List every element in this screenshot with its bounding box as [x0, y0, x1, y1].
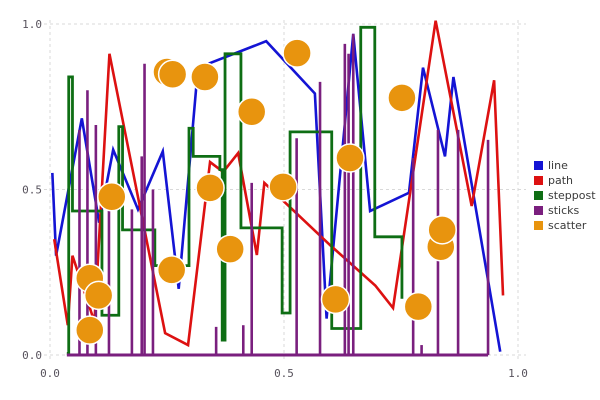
- scatter-point: [320, 284, 351, 315]
- y-axis-tick-label: 1.0: [22, 18, 42, 31]
- scatter-point: [282, 38, 312, 68]
- scatter-point: [236, 96, 267, 127]
- legend-item-sticks: sticks: [534, 205, 596, 216]
- scatter-point: [190, 62, 220, 92]
- scatter-point: [268, 172, 298, 202]
- x-axis-tick-label: 1.0: [508, 367, 528, 380]
- legend-label: steppost: [548, 189, 596, 202]
- scatter-point: [215, 234, 245, 264]
- legend: line path steppost sticks scatter: [534, 160, 596, 231]
- legend-swatch-steppost: [534, 191, 543, 200]
- legend-swatch-path: [534, 176, 543, 185]
- legend-label: scatter: [548, 219, 587, 232]
- scatter-point: [427, 215, 457, 245]
- scatter-point: [83, 280, 114, 311]
- legend-swatch-scatter: [534, 221, 543, 230]
- y-axis-tick-label: 0.5: [22, 184, 42, 197]
- legend-label: sticks: [548, 204, 580, 217]
- scatter-point: [387, 83, 417, 113]
- scatter-point: [157, 59, 188, 90]
- legend-swatch-line: [534, 161, 543, 170]
- scatter-point: [97, 182, 127, 212]
- legend-swatch-sticks: [534, 206, 543, 215]
- scatter-point: [195, 173, 225, 203]
- legend-item-scatter: scatter: [534, 220, 596, 231]
- x-axis-tick-label: 0.5: [274, 367, 294, 380]
- legend-item-line: line: [534, 160, 596, 171]
- scatter-point: [335, 143, 365, 173]
- series-steppost: [66, 25, 404, 355]
- legend-label: path: [548, 174, 574, 187]
- scatter-point: [403, 291, 434, 322]
- x-axis-tick-label: 0.0: [40, 367, 60, 380]
- legend-item-path: path: [534, 175, 596, 186]
- scatter-point: [156, 255, 187, 285]
- legend-item-steppost: steppost: [534, 190, 596, 201]
- legend-label: line: [548, 159, 568, 172]
- scatter-point: [75, 315, 105, 345]
- y-axis-tick-label: 0.0: [22, 349, 42, 362]
